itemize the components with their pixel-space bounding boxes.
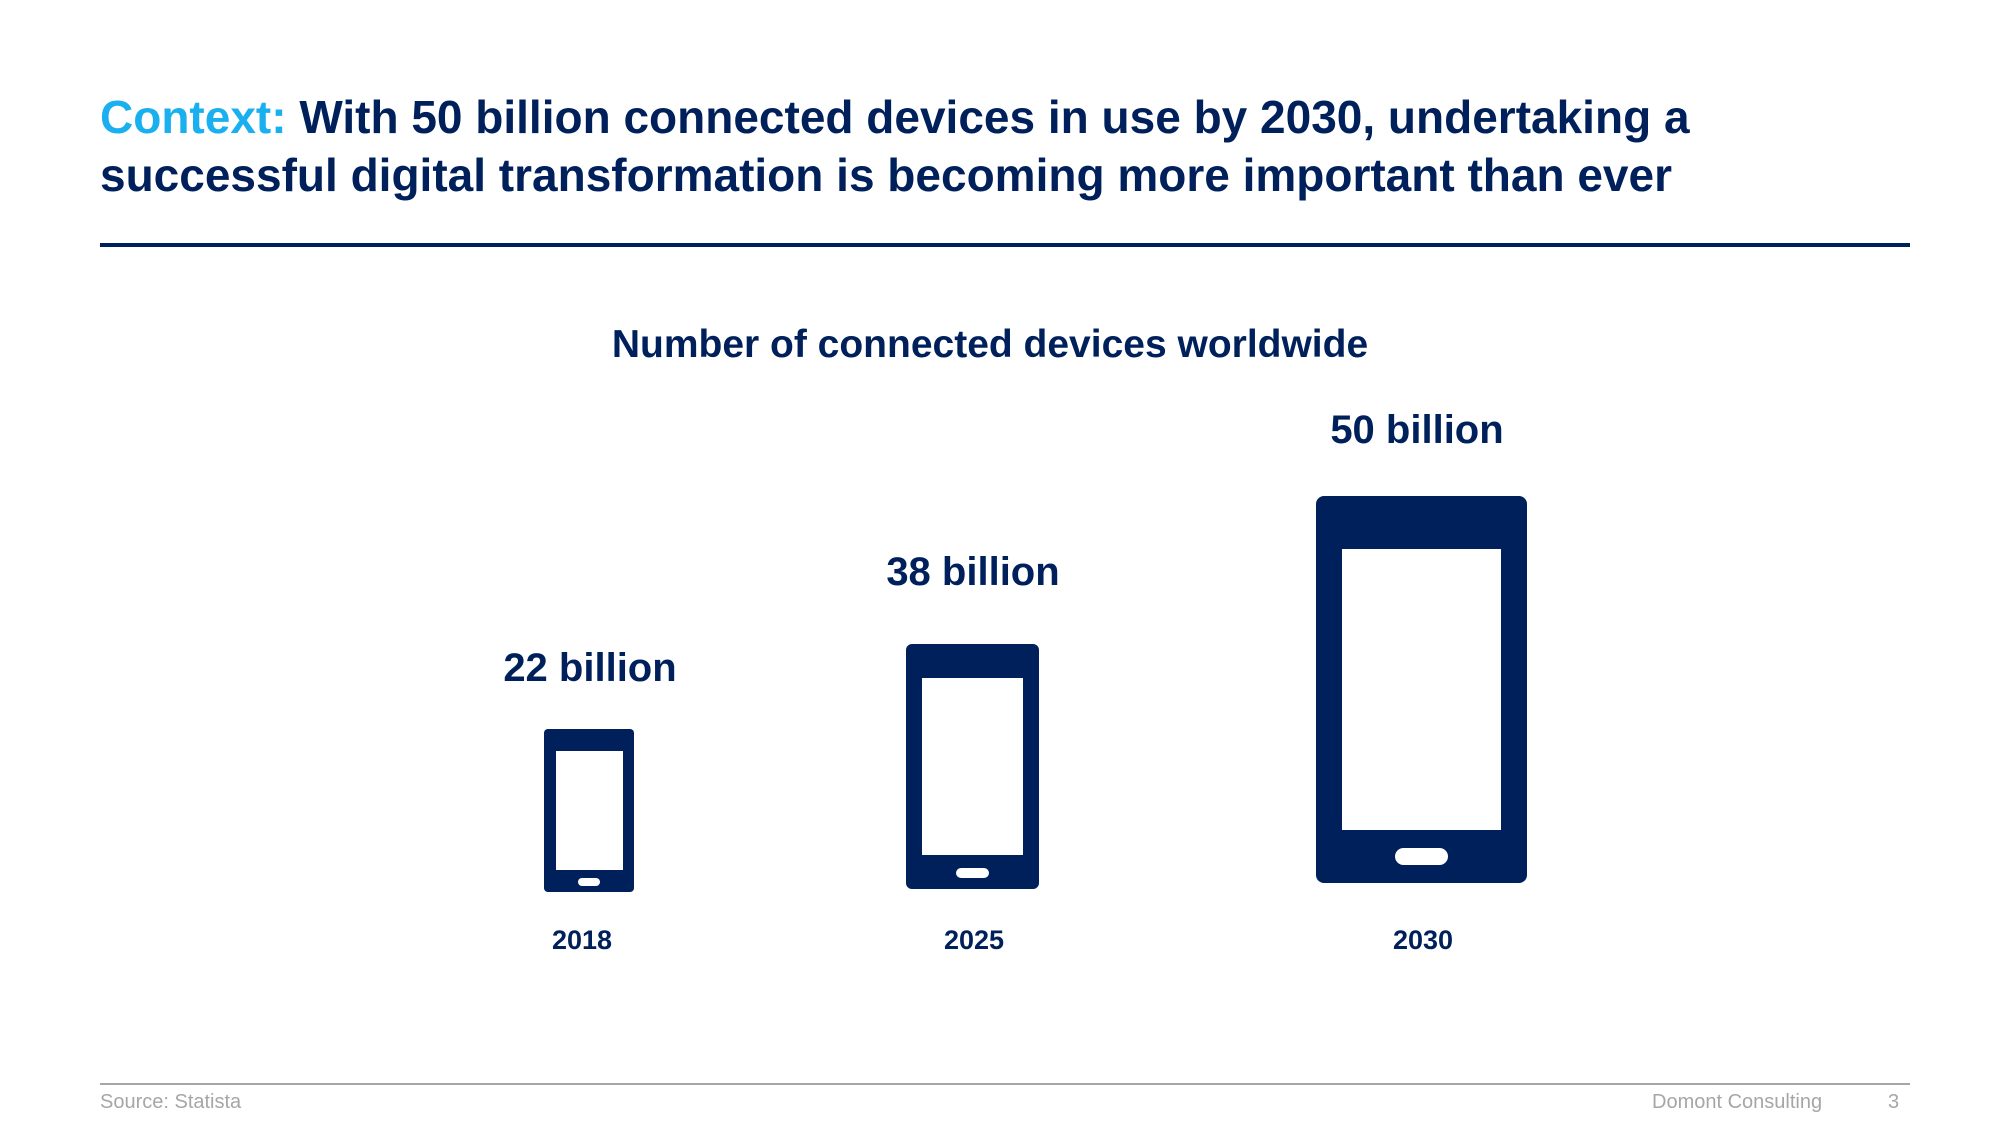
value-label-2030: 50 billion: [1330, 408, 1504, 452]
slide-title-line-2: successful digital transformation is bec…: [100, 149, 1672, 201]
value-label-2018: 22 billion: [503, 646, 677, 690]
smartphone-icon: [906, 644, 1039, 889]
year-label-2025: 2025: [943, 925, 1005, 955]
phone-home-button: [1395, 848, 1448, 865]
year-label-2018: 2018: [551, 925, 613, 955]
title-line-1-text: With 50 billion connected devices in use…: [286, 91, 1690, 143]
slide-title-line-1: Context: With 50 billion connected devic…: [100, 88, 1920, 146]
phone-home-button: [578, 878, 600, 886]
title-accent-label: Context:: [100, 91, 287, 143]
smartphone-icon: [544, 729, 634, 892]
year-label-2030: 2030: [1392, 925, 1454, 955]
source-note: Source: Statista: [100, 1091, 242, 1113]
company-name: Domont Consulting: [1652, 1091, 1823, 1113]
smartphone-icon: [1316, 496, 1527, 883]
phone-screen: [556, 751, 623, 870]
phone-screen: [1342, 549, 1501, 830]
phone-screen: [922, 678, 1023, 855]
page-number: 3: [1888, 1091, 1900, 1113]
footer-divider: [100, 1083, 1910, 1085]
slide-title: Context: With 50 billion connected devic…: [100, 88, 1920, 204]
chart-title: Number of connected devices worldwide: [611, 323, 1369, 366]
title-divider: [100, 243, 1910, 247]
phone-home-button: [956, 868, 989, 878]
value-label-2025: 38 billion: [886, 550, 1060, 594]
